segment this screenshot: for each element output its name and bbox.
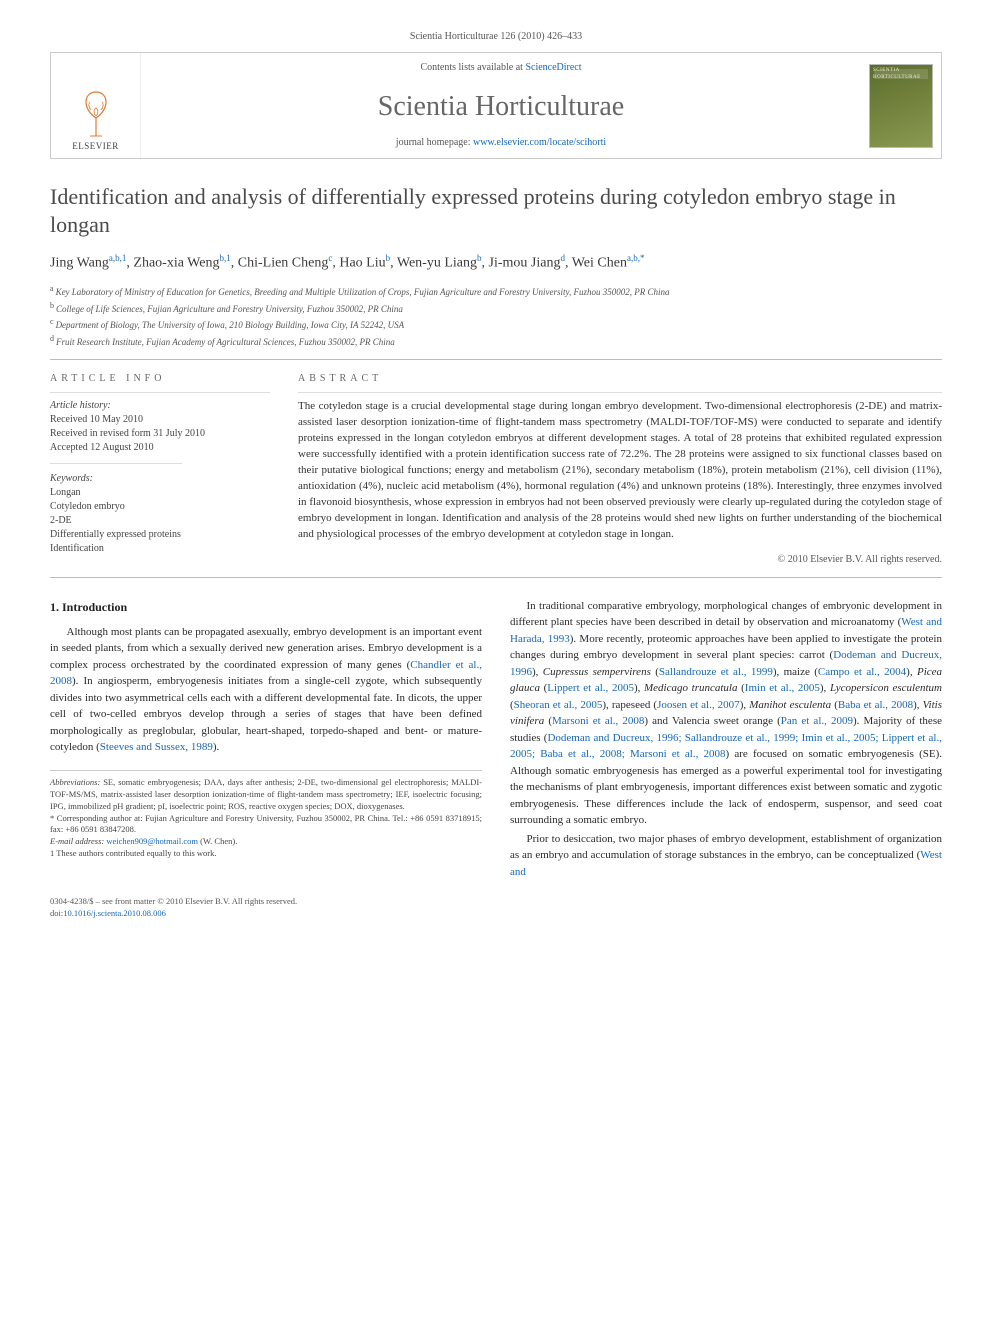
abstract-copyright: © 2010 Elsevier B.V. All rights reserved… xyxy=(298,553,942,567)
header-center: Contents lists available at ScienceDirec… xyxy=(141,53,861,158)
footnotes: Abbreviations: SE, somatic embryogenesis… xyxy=(50,770,482,860)
equal-contribution: 1 These authors contributed equally to t… xyxy=(50,848,482,860)
journal-cover-thumb: SCIENTIA HORTICULTURAE xyxy=(861,53,941,158)
cover-caption: SCIENTIA HORTICULTURAE xyxy=(873,67,932,81)
journal-name: Scientia Horticulturae xyxy=(378,87,624,126)
abbrev-text: SE, somatic embryogenesis; DAA, days aft… xyxy=(50,777,482,811)
received-date: Received 10 May 2010 xyxy=(50,413,270,427)
body-paragraph: Prior to desiccation, two major phases o… xyxy=(510,831,942,881)
sciencedirect-link[interactable]: ScienceDirect xyxy=(525,62,581,73)
email-line: E-mail address: weichen909@hotmail.com (… xyxy=(50,836,482,848)
email-suffix: (W. Chen). xyxy=(200,836,237,846)
author-list: Jing Wanga,b,1, Zhao-xia Wengb,1, Chi-Li… xyxy=(50,252,942,273)
keyword: Differentially expressed proteins xyxy=(50,528,270,542)
keywords-block: Keywords: Longan Cotyledon embryo 2-DE D… xyxy=(50,472,270,556)
journal-header: ELSEVIER Contents lists available at Sci… xyxy=(50,52,942,159)
abbrev-label: Abbreviations: xyxy=(50,777,100,787)
affiliation-list: aKey Laboratory of Ministry of Education… xyxy=(50,283,942,349)
publisher-logo: ELSEVIER xyxy=(51,53,141,158)
elsevier-tree-icon xyxy=(76,90,116,138)
body-paragraph: Although most plants can be propagated a… xyxy=(50,624,482,756)
homepage-prefix: journal homepage: xyxy=(396,137,473,148)
affiliation: aKey Laboratory of Ministry of Education… xyxy=(50,283,942,300)
divider xyxy=(50,392,270,393)
doi-label: doi: xyxy=(50,908,63,918)
publisher-name: ELSEVIER xyxy=(72,140,119,153)
corresponding-author: * Corresponding author at: Fujian Agricu… xyxy=(50,813,482,837)
contents-prefix: Contents lists available at xyxy=(420,62,525,73)
affiliation: dFruit Research Institute, Fujian Academ… xyxy=(50,333,942,350)
info-abstract-row: ARTICLE INFO Article history: Received 1… xyxy=(50,372,942,566)
contents-available: Contents lists available at ScienceDirec… xyxy=(420,61,581,75)
abstract-text: The cotyledon stage is a crucial develop… xyxy=(298,399,942,542)
running-head: Scientia Horticulturae 126 (2010) 426–43… xyxy=(50,30,942,44)
cover-image: SCIENTIA HORTICULTURAE xyxy=(869,64,933,148)
homepage-link[interactable]: www.elsevier.com/locate/scihorti xyxy=(473,137,606,148)
abstract-head: ABSTRACT xyxy=(298,372,942,386)
accepted-date: Accepted 12 August 2010 xyxy=(50,441,270,455)
doi-link[interactable]: 10.1016/j.scienta.2010.08.006 xyxy=(63,908,166,918)
article-info-col: ARTICLE INFO Article history: Received 1… xyxy=(50,372,270,566)
body-col-right: In traditional comparative embryology, m… xyxy=(510,598,942,883)
body-columns: 1. Introduction Although most plants can… xyxy=(50,598,942,883)
affiliation: bCollege of Life Sciences, Fujian Agricu… xyxy=(50,300,942,317)
divider xyxy=(50,359,942,360)
body-col-left: 1. Introduction Although most plants can… xyxy=(50,598,482,883)
journal-homepage: journal homepage: www.elsevier.com/locat… xyxy=(396,136,606,150)
article-info-head: ARTICLE INFO xyxy=(50,372,270,386)
divider xyxy=(298,392,942,393)
divider xyxy=(50,577,942,578)
keyword: Longan xyxy=(50,486,270,500)
history-label: Article history: xyxy=(50,399,270,413)
doi-line: doi:10.1016/j.scienta.2010.08.006 xyxy=(50,908,942,920)
issn-line: 0304-4238/$ – see front matter © 2010 El… xyxy=(50,896,942,908)
keyword: Identification xyxy=(50,542,270,556)
article-history: Article history: Received 10 May 2010 Re… xyxy=(50,399,270,556)
email-link[interactable]: weichen909@hotmail.com xyxy=(106,836,198,846)
divider xyxy=(50,463,182,464)
revised-date: Received in revised form 31 July 2010 xyxy=(50,427,270,441)
abstract-col: ABSTRACT The cotyledon stage is a crucia… xyxy=(298,372,942,566)
abbreviations: Abbreviations: SE, somatic embryogenesis… xyxy=(50,777,482,813)
intro-heading: 1. Introduction xyxy=(50,598,482,616)
keyword: 2-DE xyxy=(50,514,270,528)
affiliation: cDepartment of Biology, The University o… xyxy=(50,316,942,333)
page-footer: 0304-4238/$ – see front matter © 2010 El… xyxy=(50,896,942,920)
keywords-label: Keywords: xyxy=(50,472,270,486)
keyword: Cotyledon embryo xyxy=(50,500,270,514)
email-label: E-mail address: xyxy=(50,836,104,846)
body-paragraph: In traditional comparative embryology, m… xyxy=(510,598,942,829)
article-title: Identification and analysis of different… xyxy=(50,183,942,238)
page: Scientia Horticulturae 126 (2010) 426–43… xyxy=(0,0,992,960)
